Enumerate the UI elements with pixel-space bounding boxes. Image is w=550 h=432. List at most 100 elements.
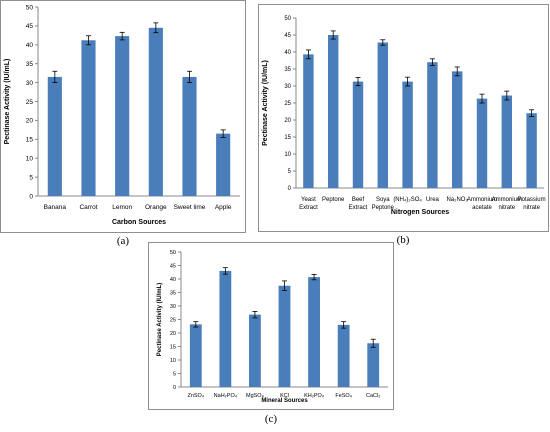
y-tick-label: 20	[284, 118, 291, 124]
error-bar	[454, 66, 460, 77]
y-tick-label: 5	[29, 174, 33, 181]
y-tick-label: 40	[284, 50, 291, 56]
y-tick-label: 50	[26, 4, 34, 11]
x-tick-label: NaH₂PO₄	[214, 393, 238, 399]
bar	[182, 76, 197, 196]
bar	[427, 62, 438, 189]
chart-frame	[258, 4, 549, 232]
error-bar	[405, 76, 411, 87]
y-tick-label: 45	[284, 33, 291, 39]
x-tick-label: CaCl₂	[366, 393, 380, 399]
x-tick-label: Potassium nitrate	[518, 197, 546, 211]
y-tick-label: 10	[284, 152, 291, 158]
error-bar	[311, 274, 317, 281]
error-bar	[341, 321, 347, 329]
y-tick-label: 0	[29, 193, 33, 200]
bar	[148, 27, 163, 197]
x-tick-label: ZnSO₄	[187, 393, 204, 399]
y-tick-label: 35	[170, 290, 176, 296]
y-tick-label: 40	[170, 277, 176, 283]
y-tick-label: 20	[170, 331, 176, 337]
x-tick-label: Ammonium acetate	[467, 197, 497, 211]
bar	[81, 40, 96, 196]
y-axis-title: Pectinase Activity (IU/mL)	[4, 59, 11, 145]
bar	[526, 113, 537, 188]
bar	[367, 343, 380, 387]
bar	[189, 324, 202, 387]
x-tick-label: Banana	[44, 204, 67, 211]
y-tick-label: 10	[26, 155, 34, 162]
x-tick-label: Na₂NO₃	[446, 197, 468, 203]
error-bar	[187, 70, 192, 83]
error-bar	[252, 311, 258, 319]
bar	[352, 81, 364, 188]
x-axis-title: Carbon Sources	[112, 219, 166, 226]
x-tick-label: Lemon	[112, 204, 132, 211]
x-tick-label: (NH₄)₂SO₄	[393, 197, 422, 203]
y-tick-label: 25	[170, 317, 176, 323]
bar	[216, 133, 231, 196]
y-tick-label: 25	[284, 101, 291, 107]
panel-label-c: (c)	[264, 413, 278, 425]
y-tick-label: 30	[170, 304, 176, 310]
bar	[278, 285, 291, 387]
y-axis-title: Pectinase Activity (IU/mL)	[157, 283, 163, 356]
bar	[377, 42, 389, 189]
error-bar	[220, 129, 226, 138]
x-tick-label: KCl	[280, 393, 289, 399]
chart-frame	[148, 242, 394, 410]
bar	[501, 95, 513, 188]
error-bar	[504, 90, 510, 101]
panel-label-a: (a)	[116, 235, 130, 247]
x-tick-label: MgSO₄	[246, 393, 265, 399]
x-tick-label: Sweet lime	[174, 204, 206, 211]
bar	[451, 71, 463, 188]
y-tick-label: 0	[173, 385, 176, 391]
chart-frame	[0, 0, 246, 233]
y-tick-label: 15	[26, 137, 34, 144]
y-tick-label: 35	[26, 61, 34, 68]
bar	[402, 81, 413, 188]
y-tick-label: 20	[26, 118, 34, 125]
error-bar	[305, 49, 311, 60]
y-tick-label: 45	[170, 263, 176, 269]
x-tick-label: Carrot	[79, 204, 97, 211]
x-axis-title: Mineral Sources	[261, 398, 308, 404]
error-bar	[429, 58, 435, 66]
error-bar	[529, 109, 535, 117]
x-tick-label: Peptone	[322, 197, 345, 203]
x-tick-label: Ammonium nitrate	[492, 197, 522, 211]
error-bar	[330, 30, 336, 40]
y-tick-label: 0	[288, 186, 292, 192]
error-bar	[52, 70, 58, 83]
chart-panel-c: 0 5 10 15 20 25 30 35 40 45 50 ZnSO₄ NaH₂PO₄ MgSO₄ KCl…	[148, 242, 404, 432]
bar-chart-mineral-sources: 0 5 10 15 20 25 30 35 40 45 50 ZnSO₄ NaH₂PO₄ MgSO₄ KCl…	[157, 250, 388, 404]
error-bar	[193, 321, 199, 328]
bar	[249, 314, 261, 387]
bar	[303, 54, 314, 188]
x-tick-label: Beef Extract	[349, 197, 368, 211]
y-tick-label: 15	[284, 135, 291, 141]
y-tick-label: 30	[26, 80, 34, 87]
error-bar	[380, 39, 386, 46]
bar	[337, 324, 350, 387]
y-tick-label: 5	[173, 371, 176, 377]
x-tick-label: Orange	[145, 204, 167, 211]
y-tick-label: 10	[170, 358, 176, 364]
x-tick-label: Yeast Extract	[299, 197, 318, 211]
x-tick-label: Urea	[426, 197, 440, 203]
bar	[219, 270, 232, 387]
y-tick-label: 50	[170, 250, 176, 256]
y-tick-label: 45	[26, 23, 34, 30]
chart-panel-b: 0 5 10 15 20 25 30 35 40 45 50 Yeast Extract Peptone B…	[258, 4, 550, 250]
y-tick-label: 50	[284, 16, 291, 22]
y-tick-label: 30	[284, 84, 291, 90]
y-tick-label: 25	[26, 99, 34, 106]
y-tick-label: 35	[284, 67, 291, 73]
x-tick-label: Soya Peptone	[372, 197, 395, 211]
error-bar	[86, 35, 91, 46]
x-tick-label: KH₂PO₄	[304, 393, 325, 399]
y-axis-title: Pectinase Activity (IU/mL)	[262, 60, 269, 146]
y-tick-label: 40	[26, 42, 34, 49]
bar-chart-carbon-sources: 0 5 10 15 20 25 30 35 40 45 50 Banana Carrot Lemon Ora…	[4, 4, 240, 226]
